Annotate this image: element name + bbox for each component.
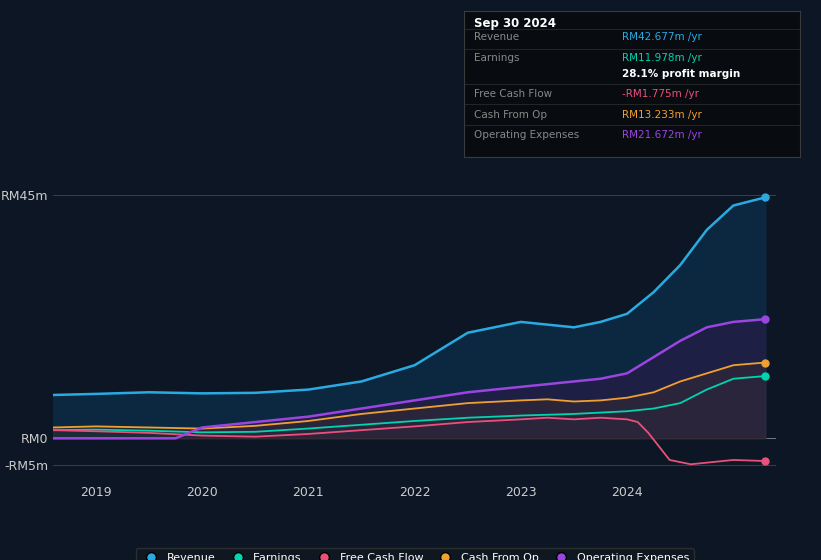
Text: RM42.677m /yr: RM42.677m /yr	[622, 32, 702, 43]
Text: Cash From Op: Cash From Op	[474, 110, 547, 120]
Legend: Revenue, Earnings, Free Cash Flow, Cash From Op, Operating Expenses: Revenue, Earnings, Free Cash Flow, Cash …	[135, 548, 694, 560]
Text: 28.1% profit margin: 28.1% profit margin	[622, 69, 741, 79]
Text: RM11.978m /yr: RM11.978m /yr	[622, 53, 702, 63]
Text: Sep 30 2024: Sep 30 2024	[474, 17, 556, 30]
Text: RM13.233m /yr: RM13.233m /yr	[622, 110, 702, 120]
Text: Earnings: Earnings	[474, 53, 520, 63]
Text: -RM1.775m /yr: -RM1.775m /yr	[622, 89, 699, 99]
Text: Free Cash Flow: Free Cash Flow	[474, 89, 552, 99]
Text: RM21.672m /yr: RM21.672m /yr	[622, 130, 702, 140]
Text: Revenue: Revenue	[474, 32, 519, 43]
Text: Operating Expenses: Operating Expenses	[474, 130, 579, 140]
